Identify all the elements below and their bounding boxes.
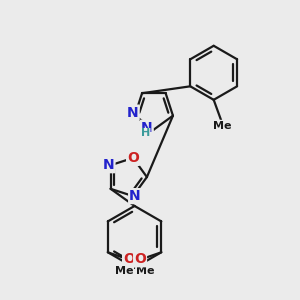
Text: H: H [141,128,150,138]
Text: Me: Me [115,266,133,276]
Text: Me: Me [213,121,232,131]
Text: N: N [141,121,153,135]
Text: O: O [123,252,135,266]
Text: N: N [129,189,141,203]
Text: O: O [127,151,139,165]
Text: N: N [103,158,115,172]
Text: O: O [134,252,146,266]
Text: N: N [127,106,139,120]
Text: Me: Me [136,266,154,276]
